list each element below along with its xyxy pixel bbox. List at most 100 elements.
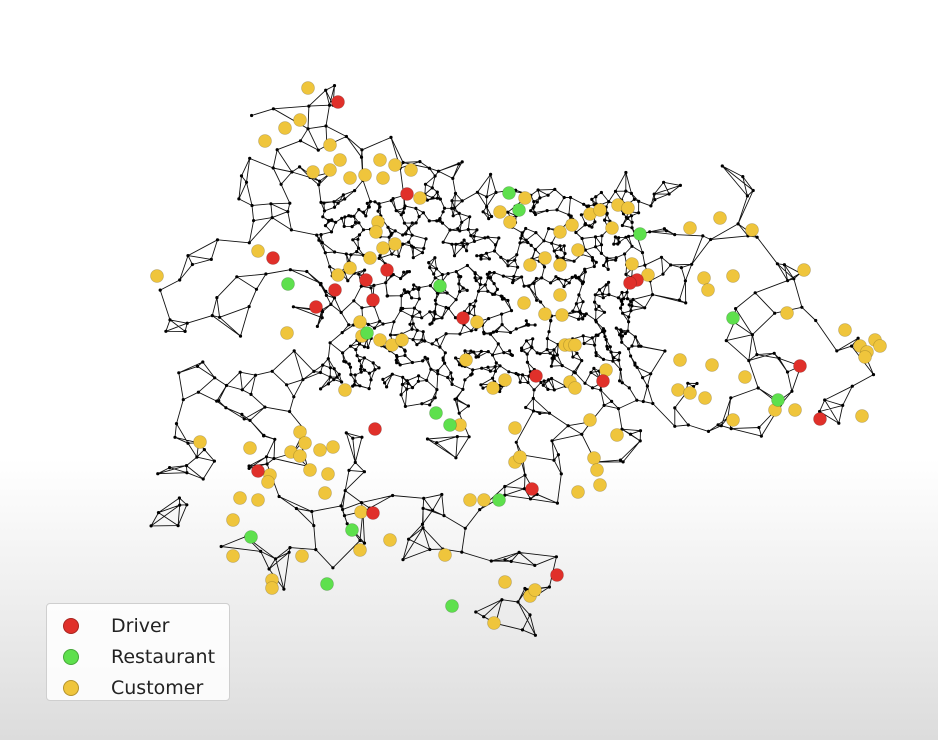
road-node [371, 361, 375, 365]
road-node [359, 367, 363, 371]
road-node [210, 314, 214, 318]
road-node [340, 380, 344, 384]
road-node [392, 320, 396, 324]
road-node [574, 276, 579, 280]
road-node [242, 417, 246, 421]
road-node [719, 424, 723, 428]
road-node [582, 202, 586, 206]
restaurant-marker [244, 530, 258, 544]
road-node [531, 337, 535, 341]
customer-marker [358, 168, 372, 182]
road-node [495, 287, 499, 291]
road-node [418, 160, 422, 164]
road-node [321, 215, 325, 219]
road-node [407, 290, 411, 294]
road-node [310, 509, 314, 514]
road-node [343, 215, 347, 219]
road-node [425, 437, 430, 441]
customer-marker [517, 296, 531, 310]
road-node [457, 363, 462, 367]
customer-marker [413, 191, 427, 205]
road-node [593, 235, 598, 239]
road-node [469, 329, 473, 333]
road-node [545, 337, 550, 341]
road-node [581, 334, 585, 338]
road-node [602, 310, 607, 314]
road-node [357, 272, 361, 276]
road-node [454, 456, 458, 460]
customer-marker [226, 549, 240, 563]
customer-marker [713, 211, 727, 225]
road-node [545, 209, 549, 213]
road-node [524, 405, 528, 410]
road-node [747, 359, 751, 363]
road-node [546, 193, 550, 197]
road-node [418, 310, 422, 314]
customer-marker [605, 221, 619, 235]
road-node [519, 236, 523, 240]
road-node [756, 386, 760, 390]
road-node [401, 375, 405, 379]
driver-marker [309, 300, 323, 314]
road-node [361, 228, 366, 232]
road-node [428, 322, 432, 326]
road-node [248, 418, 252, 422]
road-node [402, 288, 406, 292]
road-node [777, 356, 781, 360]
road-node [492, 249, 497, 253]
road-node [500, 323, 504, 327]
road-node [532, 388, 536, 392]
road-node [493, 369, 497, 373]
road-node [450, 206, 454, 210]
road-node [450, 242, 454, 246]
road-node [463, 526, 467, 530]
road-node [342, 359, 346, 363]
customer-marker [261, 475, 275, 489]
road-node [662, 180, 666, 184]
road-node [412, 306, 416, 310]
road-node [362, 470, 366, 474]
road-node [597, 288, 602, 292]
road-node [405, 379, 409, 383]
customer-marker [838, 323, 852, 337]
road-node [288, 409, 292, 414]
road-node [363, 368, 367, 372]
road-node [381, 322, 385, 326]
customer-marker [571, 243, 585, 257]
customer-marker [498, 373, 512, 387]
road-node [456, 227, 460, 231]
road-node [288, 546, 292, 550]
road-node [430, 186, 434, 190]
road-node [423, 182, 428, 186]
road-node [506, 210, 510, 214]
road-node [782, 263, 787, 267]
road-node [463, 378, 467, 382]
road-node [555, 254, 559, 258]
customer-marker [321, 467, 335, 481]
customer-marker [568, 338, 582, 352]
road-node [446, 306, 451, 310]
road-node [625, 290, 629, 294]
driver-marker [623, 276, 637, 290]
road-node [186, 254, 190, 258]
customer-marker [593, 203, 607, 217]
road-node [407, 240, 411, 244]
road-node [353, 373, 357, 377]
customer-marker [621, 201, 635, 215]
road-node [420, 402, 424, 406]
road-node [286, 210, 290, 214]
road-node [720, 164, 724, 168]
road-node [328, 366, 332, 370]
road-node [238, 370, 242, 374]
road-node [331, 566, 335, 570]
road-node [612, 356, 616, 360]
road-segments [150, 85, 874, 636]
road-node [562, 195, 566, 200]
road-node [438, 345, 442, 349]
road-node [415, 328, 419, 332]
road-node [580, 236, 584, 241]
road-node [450, 199, 454, 203]
customer-marker [459, 353, 473, 367]
road-node [485, 195, 489, 199]
road-node [168, 318, 172, 322]
